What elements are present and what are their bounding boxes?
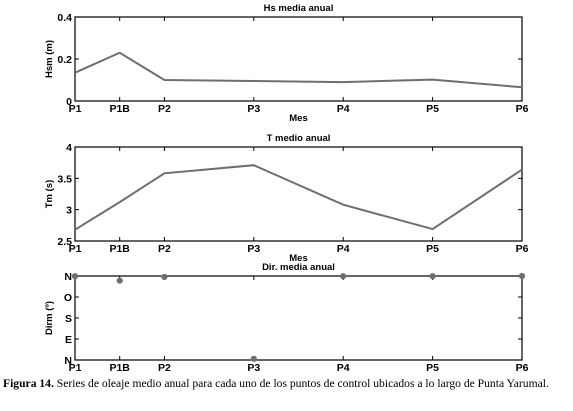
chart3-xtick-label: P1 xyxy=(69,362,82,374)
chart2-ytick-label: 4 xyxy=(66,142,72,154)
chart2-xtick-label: P1B xyxy=(109,243,130,255)
chart1-xlabel: Mes xyxy=(289,113,307,124)
figure-caption: Figura 14. Series de oleaje medio anual … xyxy=(3,377,573,390)
chart1-ylabel: Hsm (m) xyxy=(44,40,55,78)
chart2-ytick-label: 3.5 xyxy=(57,173,72,185)
chart1-ytick-label: 0 xyxy=(66,96,72,108)
chart2-title: T medio anual xyxy=(267,133,331,144)
chart1-xtick-label: P5 xyxy=(426,103,439,115)
chart2-ytick-label: 3 xyxy=(66,205,72,217)
chart1-series-line xyxy=(74,51,523,89)
chart3-data-point xyxy=(340,273,347,280)
chart3-xtick-label: P1B xyxy=(109,362,130,374)
figure: Hs media anual Hsm (m) Mes 0 0.2 0.4 P1 P1B P2 P3… xyxy=(44,3,529,374)
chart1-xtick-label: P1B xyxy=(109,103,130,115)
chart2-xlabel: Mes xyxy=(289,253,307,264)
chart3-xtick-label: P5 xyxy=(426,362,439,374)
chart2-xtick-label: P5 xyxy=(426,243,439,255)
caption-label: Figura 14. xyxy=(3,377,54,390)
chart3-data-point xyxy=(116,277,123,284)
chart1-plot-frame xyxy=(74,16,523,102)
chart3-ytick-label: N xyxy=(64,271,72,283)
chart2-series-line xyxy=(74,164,523,231)
chart1-xtick-label: P1 xyxy=(69,103,82,115)
chart2-xtick-label: P6 xyxy=(516,243,529,255)
chart3-xtick-label: P6 xyxy=(516,362,529,374)
chart3-data-point xyxy=(429,273,436,280)
chart3-xtick-label: P3 xyxy=(247,362,260,374)
chart3-plot-frame xyxy=(74,275,523,361)
chart3-xtick-label: P2 xyxy=(158,362,171,374)
chart3-data-point xyxy=(71,273,79,280)
chart2-xtick-label: P1 xyxy=(69,243,82,255)
chart1-ytick-label: 0.4 xyxy=(57,12,72,24)
chart3-ytick-label: O xyxy=(64,292,72,304)
chart2-xtick-label: P3 xyxy=(247,243,260,255)
chart3-xtick-label: P4 xyxy=(337,362,350,374)
chart1-xtick-label: P2 xyxy=(158,103,171,115)
chart2-ylabel: Tm (s) xyxy=(44,180,55,209)
chart1-xtick-label: P3 xyxy=(247,103,260,115)
chart1-ytick-label: 0.2 xyxy=(57,54,72,66)
chart1-xtick-label: P6 xyxy=(516,103,529,115)
chart3-ytick-label: N xyxy=(64,355,72,367)
chart1-xtick-label: P4 xyxy=(337,103,350,115)
caption-text: Series de oleaje medio anual para cada u… xyxy=(56,377,549,390)
chart3-ylabel: Dirm (º) xyxy=(44,301,55,335)
chart3-data-point xyxy=(161,273,168,281)
chart3-data-point xyxy=(250,355,257,362)
chart3-ytick-label: S xyxy=(65,313,72,325)
chart2-xtick-label: P4 xyxy=(337,243,350,255)
chart3-ytick-label: E xyxy=(65,334,72,346)
chart3-title: Dir. media anual xyxy=(262,262,335,273)
chart2-xtick-label: P2 xyxy=(158,243,171,255)
chart1-title: Hs media anual xyxy=(264,3,334,14)
chart2-plot-frame xyxy=(74,146,523,242)
chart2-ytick-label: 2.5 xyxy=(57,236,72,248)
chart3-data-point xyxy=(518,272,526,280)
